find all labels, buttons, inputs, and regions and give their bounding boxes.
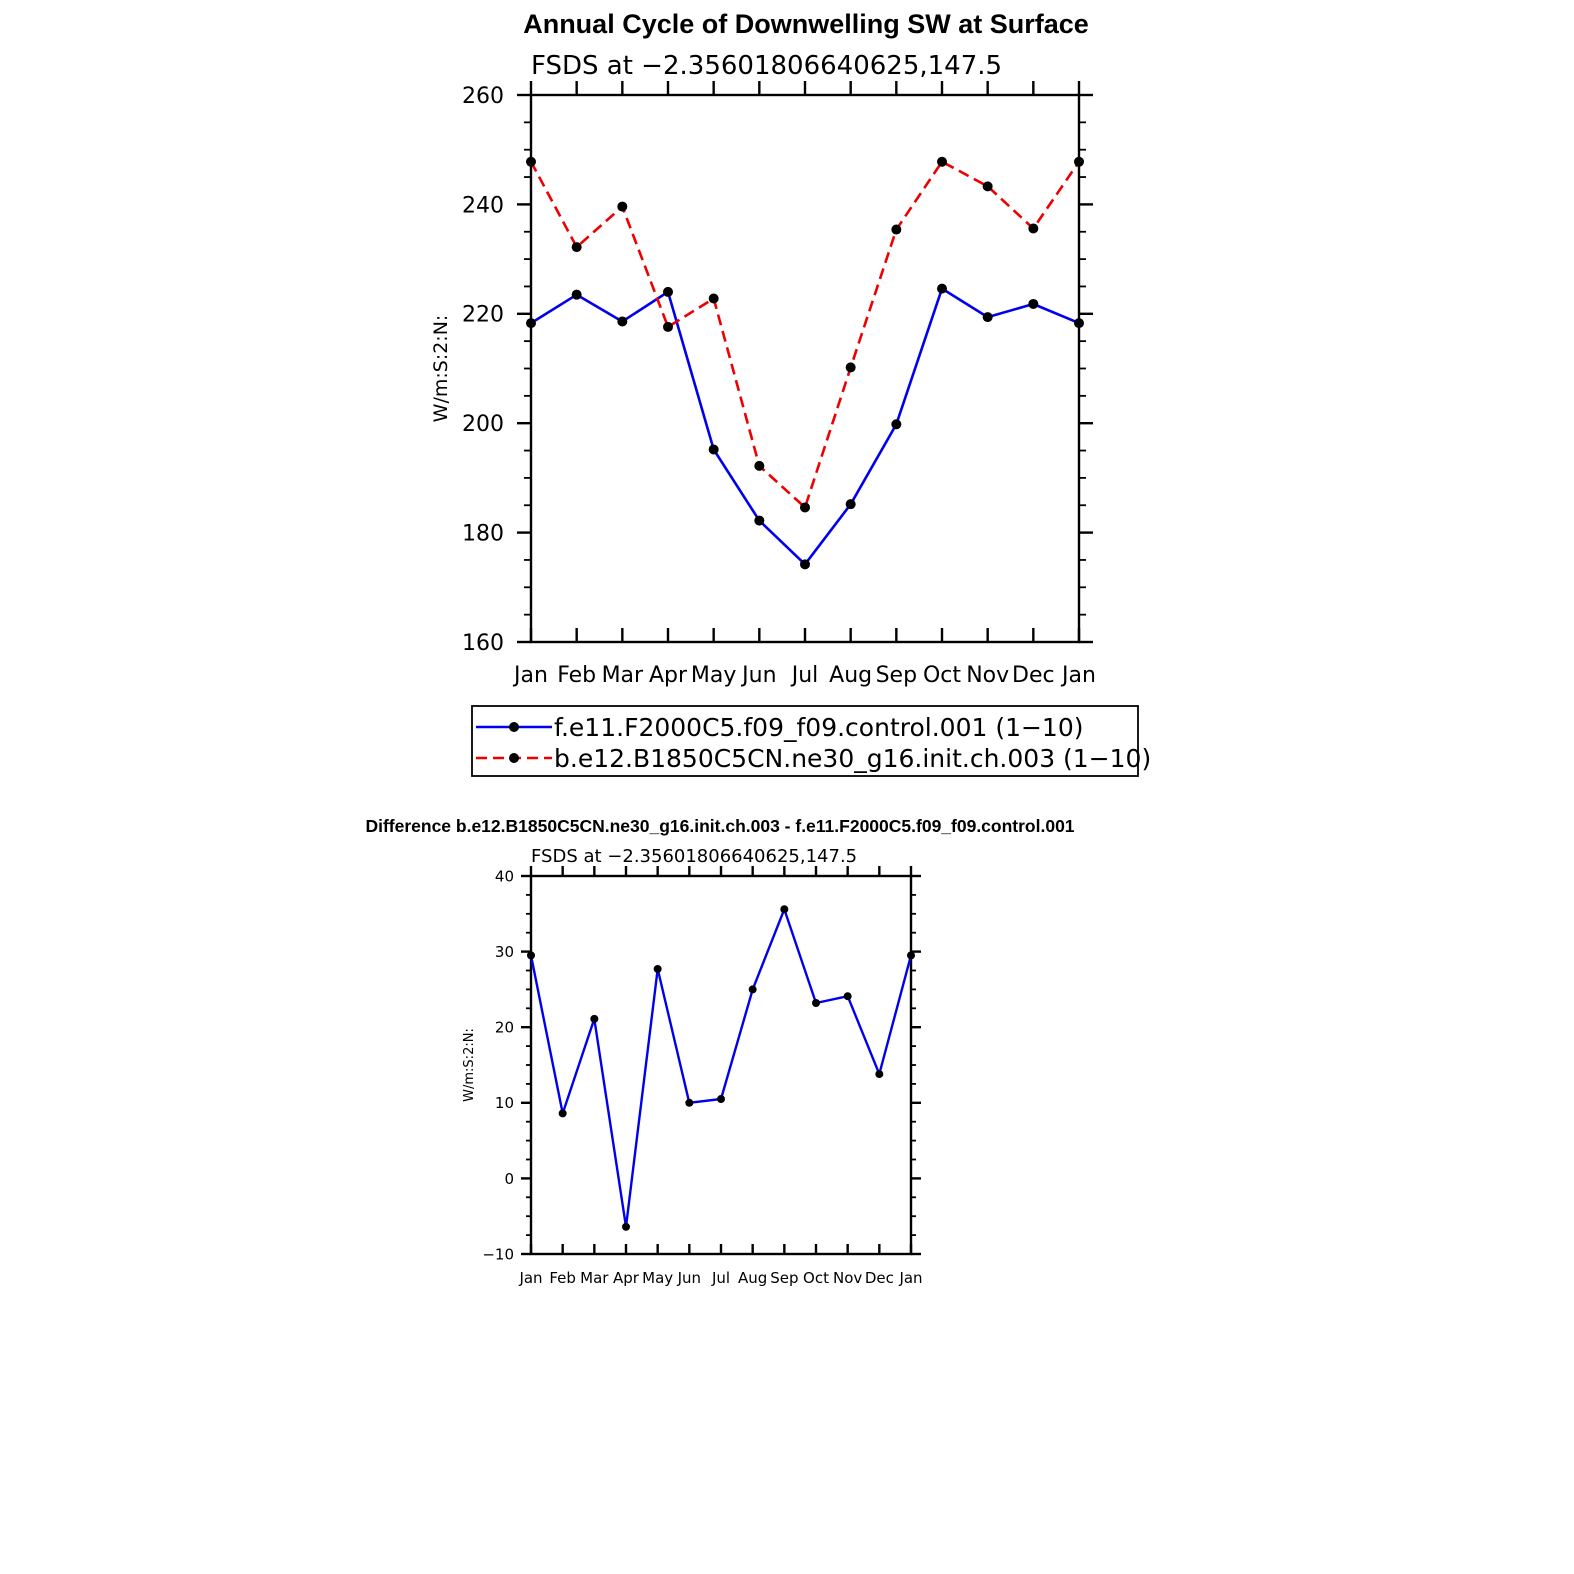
data-point [571, 289, 582, 300]
data-point [907, 951, 915, 960]
data-point [812, 999, 820, 1008]
y-tick-label: 10 [495, 1094, 514, 1112]
x-tick-label: Oct [803, 1269, 829, 1287]
data-point [937, 283, 947, 294]
data-point [558, 1109, 567, 1118]
data-point [1028, 298, 1039, 309]
data-point [571, 242, 582, 253]
data-point [663, 321, 673, 332]
x-tick-label: Jun [740, 663, 776, 688]
data-point [708, 293, 719, 304]
chart-title: Annual Cycle of Downwelling SW at Surfac… [523, 9, 1089, 39]
y-tick-label: 260 [462, 84, 504, 109]
data-point [845, 499, 856, 510]
data-point [526, 156, 536, 167]
series-line-0 [529, 908, 913, 1229]
x-tick-label: Aug [738, 1269, 767, 1287]
x-tick-label: Dec [865, 1269, 894, 1287]
y-tick-label: 20 [495, 1019, 514, 1037]
y-tick-label: 40 [495, 867, 514, 885]
x-tick-label: May [691, 663, 736, 688]
data-point [982, 312, 993, 323]
x-tick-label: Jun [677, 1269, 701, 1287]
x-tick-label: Sep [770, 1269, 798, 1287]
data-point [754, 515, 765, 526]
x-tick-label: Mar [580, 1269, 609, 1287]
data-point [780, 905, 789, 914]
x-tick-label: Jan [512, 663, 548, 688]
x-tick-label: Nov [833, 1269, 862, 1287]
data-point [617, 201, 628, 212]
data-point [748, 985, 757, 994]
x-tick-label: Jul [711, 1269, 730, 1287]
x-tick-label: Dec [1012, 663, 1055, 688]
data-point [1074, 156, 1084, 167]
legend-label-0: f.e11.F2000C5.f09_f09.control.001 (1−10) [554, 713, 1084, 742]
data-point [590, 1014, 599, 1023]
data-point [685, 1098, 694, 1107]
chart-title: Difference b.e12.B1850C5CN.ne30_g16.init… [365, 816, 1074, 836]
chart-0: Annual Cycle of Downwelling SW at Surfac… [430, 9, 1151, 777]
y-tick-label: 200 [462, 412, 504, 437]
y-tick-label: 160 [462, 631, 504, 656]
data-point [891, 419, 902, 430]
data-point [800, 559, 810, 570]
y-tick-label: 180 [462, 522, 504, 547]
chart-subtitle: FSDS at −2.35601806640625,147.5 [531, 846, 857, 867]
y-axis-label: W/m:S:2:N: [462, 1028, 477, 1102]
x-tick-label: Aug [829, 663, 872, 688]
x-tick-label: Sep [876, 663, 917, 688]
data-point [617, 316, 628, 327]
series-line-0 [530, 287, 1080, 566]
x-tick-label: Jan [1060, 663, 1096, 688]
data-point [1074, 318, 1084, 329]
legend-box [471, 705, 1139, 777]
x-tick-label: Jul [790, 663, 819, 688]
legend-label-1: b.e12.B1850C5CN.ne30_g16.init.ch.003 (1−… [554, 744, 1151, 773]
data-point [800, 502, 810, 513]
x-tick-label: Apr [649, 663, 688, 688]
data-point [845, 362, 856, 373]
series-line-1 [529, 160, 1081, 509]
data-point [937, 156, 947, 167]
data-point [622, 1222, 630, 1231]
plot-frame [529, 874, 913, 1256]
legend-marker [509, 722, 519, 732]
y-tick-label: 0 [504, 1170, 514, 1188]
y-tick-label: 220 [462, 303, 504, 328]
y-axis-label: W/m:S:2:N: [430, 315, 452, 423]
x-tick-label: Jan [518, 1269, 542, 1287]
data-point [875, 1070, 884, 1079]
data-point [663, 286, 673, 297]
x-tick-label: Mar [602, 663, 644, 688]
data-point [754, 460, 765, 471]
data-point [1028, 223, 1039, 234]
x-tick-label: Jan [898, 1269, 922, 1287]
x-tick-label: Feb [549, 1269, 576, 1287]
data-point [708, 444, 719, 455]
data-point [653, 964, 662, 973]
y-tick-label: 240 [462, 193, 504, 218]
x-tick-label: Oct [923, 663, 961, 688]
data-point [843, 992, 852, 1001]
chart-1: Difference b.e12.B1850C5CN.ne30_g16.init… [365, 816, 1074, 1287]
legend-marker [509, 753, 519, 763]
data-point [717, 1095, 725, 1104]
data-point [527, 951, 535, 960]
legend: f.e11.F2000C5.f09_f09.control.001 (1−10)… [471, 705, 1151, 777]
x-tick-label: May [642, 1269, 673, 1287]
x-tick-label: Feb [557, 663, 596, 688]
data-point [526, 318, 536, 329]
y-tick-label: −10 [482, 1245, 514, 1263]
data-point [891, 224, 902, 235]
x-tick-label: Apr [613, 1269, 640, 1287]
y-tick-label: 30 [495, 943, 514, 961]
chart-subtitle: FSDS at −2.35601806640625,147.5 [531, 51, 1002, 81]
data-point [982, 181, 993, 192]
x-tick-label: Nov [966, 663, 1009, 688]
